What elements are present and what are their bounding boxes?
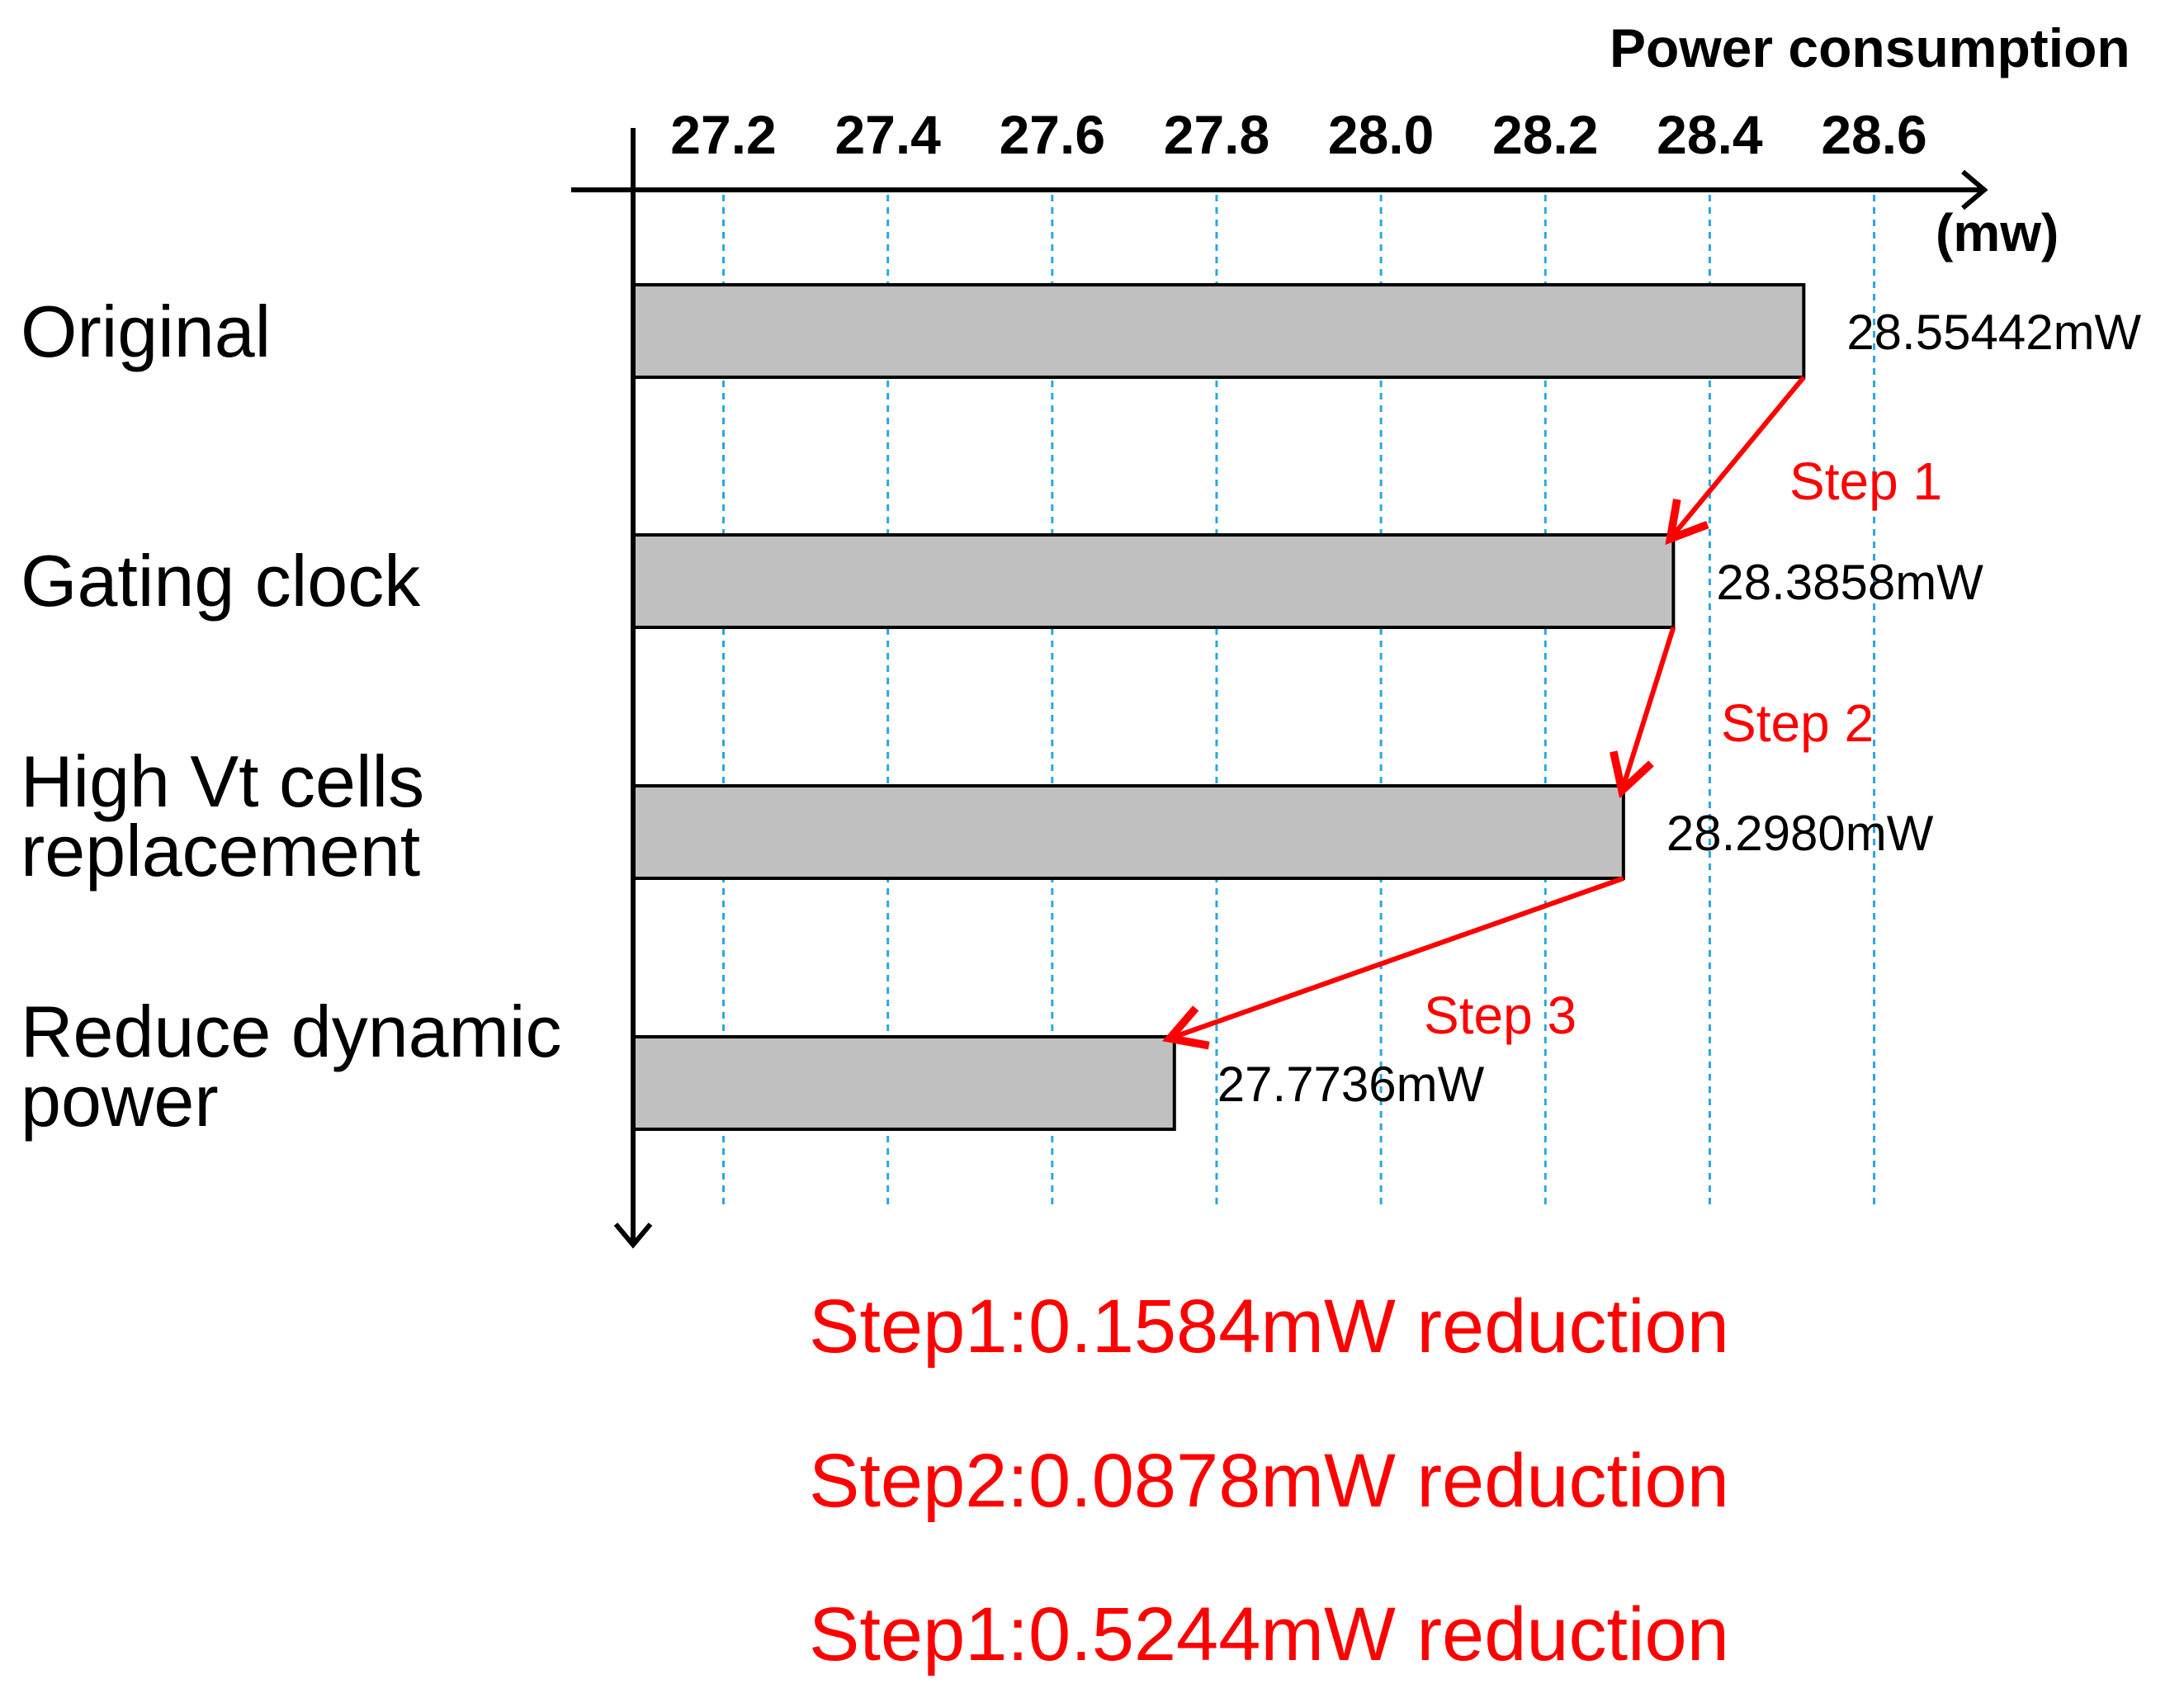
summary-step2: Step2:0.0878mW reduction xyxy=(809,1439,1729,1523)
x-tick-label: 28.4 xyxy=(1657,104,1763,165)
x-tick-label: 27.4 xyxy=(834,104,941,165)
category-label-line: Gating clock xyxy=(21,540,421,622)
summary-step1: Step1:0.1584mW reduction xyxy=(809,1284,1729,1369)
category-label-line: High Vt cells xyxy=(21,740,425,822)
bar xyxy=(631,533,1676,629)
bar xyxy=(631,784,1625,880)
x-tick-label: 27.2 xyxy=(670,104,776,165)
step-label: Step 3 xyxy=(1424,986,1577,1045)
x-axis-arrowhead xyxy=(1961,169,1988,210)
category-label: High Vt cells replacement xyxy=(21,740,425,892)
x-axis-unit: (mw) xyxy=(1936,203,2059,263)
step-arrow xyxy=(1665,376,1806,546)
category-label-line: Reduce dynamic xyxy=(21,991,562,1072)
y-axis-arrowhead xyxy=(613,1223,653,1249)
bar-value-label: 28.3858mW xyxy=(1716,555,1983,610)
step-arrow xyxy=(1162,876,1624,1050)
category-label-line: Original xyxy=(21,291,272,372)
category-label: Gating clock xyxy=(21,540,421,622)
x-tick-label: 27.8 xyxy=(1164,104,1269,165)
step-label: Step 2 xyxy=(1721,693,1874,753)
summary-step3: Step1:0.5244mW reduction xyxy=(809,1592,1729,1677)
x-tick-label: 27.6 xyxy=(1000,104,1105,165)
tick-labels: 27.2 27.4 27.6 27.8 28.0 28.2 28.4 28.6 xyxy=(670,104,1926,165)
bar xyxy=(631,283,1806,379)
bars xyxy=(631,283,1806,1131)
bar-value-label: 28.55442mW xyxy=(1846,305,2141,360)
x-tick-label: 28.0 xyxy=(1328,104,1434,165)
bar xyxy=(631,1035,1176,1131)
bar-value-label: 27.7736mW xyxy=(1217,1057,1485,1112)
category-label-line: replacement xyxy=(21,810,421,892)
bar-value-label: 28.2980mW xyxy=(1666,806,1934,861)
step-label: Step 1 xyxy=(1789,452,1942,511)
category-label-line: power xyxy=(21,1060,219,1142)
x-tick-label: 28.2 xyxy=(1492,104,1598,165)
step-arrow xyxy=(1610,627,1676,798)
axes xyxy=(571,128,1988,1249)
x-axis-title: Power consumption xyxy=(1610,17,2130,78)
step-annotations: Step 1 Step 2 Step 3 xyxy=(1162,376,1942,1050)
data-labels: 28.55442mW 28.3858mW 28.2980mW 27.7736mW xyxy=(1217,305,2142,1112)
x-tick-label: 28.6 xyxy=(1821,104,1926,165)
category-label: Original xyxy=(21,291,272,372)
category-label: Reduce dynamic power xyxy=(21,991,562,1142)
